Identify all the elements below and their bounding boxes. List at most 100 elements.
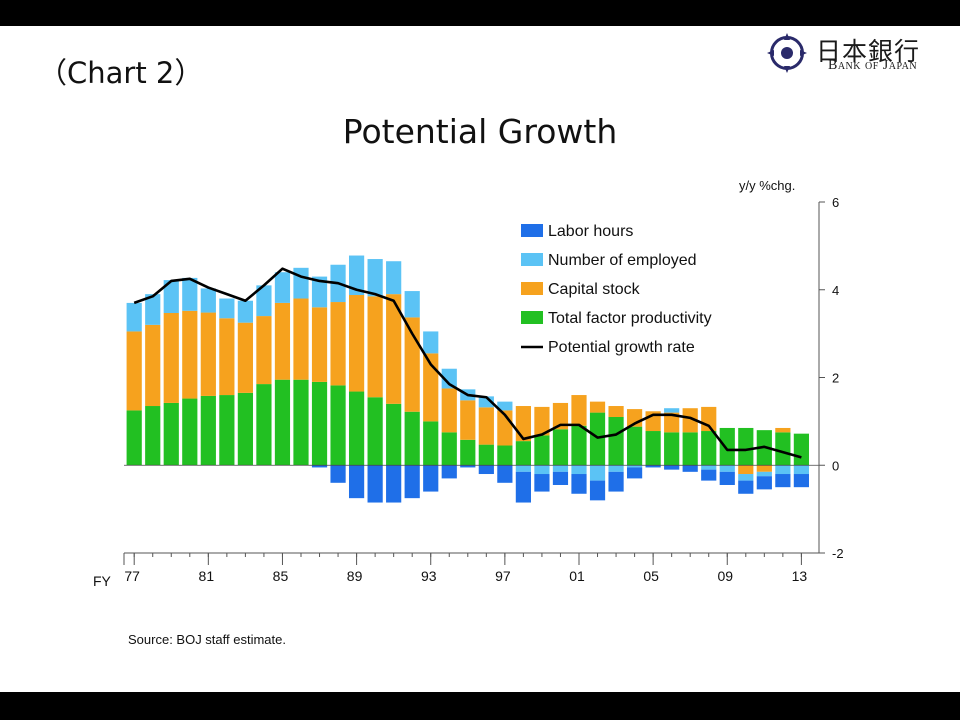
bar-capital-1990 (367, 296, 383, 398)
bar-tfp-2003 (608, 416, 624, 466)
bar-labor-1995 (460, 465, 476, 468)
bar-employed-2012 (775, 465, 791, 475)
x-tick-label: 05 (643, 568, 659, 584)
bar-labor-1994 (441, 465, 457, 479)
bar-tfp-1977 (126, 410, 142, 466)
bar-tfp-1991 (386, 403, 402, 466)
bar-capital-2000 (552, 402, 569, 430)
bar-capital-2010 (738, 465, 754, 475)
x-tick-label: 85 (273, 568, 289, 584)
x-tick-label: 97 (495, 568, 511, 584)
bar-employed-2000 (552, 465, 569, 472)
bar-labor-1997 (497, 465, 513, 483)
x-axis-label: FY (93, 573, 112, 589)
bar-tfp-1997 (497, 445, 513, 466)
legend-label: Potential growth rate (548, 339, 695, 356)
bar-capital-1988 (330, 302, 346, 386)
bar-employed-2004 (626, 465, 643, 468)
bar-capital-1979 (163, 313, 179, 403)
logo-kanji-text: 日本銀行 (816, 37, 921, 66)
bar-employed-1999 (534, 465, 550, 475)
bar-employed-1981 (200, 288, 216, 313)
bar-tfp-1995 (460, 439, 476, 466)
source-note: Source: BOJ staff estimate. (128, 632, 286, 647)
bar-labor-1990 (367, 465, 383, 503)
bar-employed-1989 (348, 255, 365, 296)
bar-employed-1996 (478, 396, 494, 408)
bar-employed-1993 (423, 331, 439, 354)
bar-tfp-2004 (626, 426, 643, 466)
bar-tfp-1994 (441, 432, 457, 466)
bar-labor-1991 (386, 465, 402, 503)
bar-capital-1986 (293, 298, 309, 380)
bar-tfp-1981 (200, 395, 216, 466)
bar-capital-1980 (182, 310, 198, 399)
bar-capital-1978 (145, 324, 161, 407)
bar-capital-2011 (756, 465, 772, 472)
logo-english-text: Bank of Japan (828, 58, 918, 73)
bar-labor-2002 (589, 480, 606, 501)
bar-employed-1985 (274, 272, 291, 303)
bar-tfp-1989 (348, 391, 365, 466)
bar-labor-2003 (608, 471, 624, 492)
bar-employed-1983 (237, 300, 253, 323)
bar-tfp-1986 (293, 379, 309, 466)
bar-labor-2006 (664, 465, 680, 470)
x-tick-label: 89 (347, 568, 363, 584)
bar-tfp-1982 (219, 395, 235, 466)
x-tick-label: 93 (421, 568, 437, 584)
bank-logo: 日本銀行 Bank of Japan (766, 32, 956, 74)
bar-employed-1980 (182, 277, 198, 311)
bar-labor-1993 (423, 465, 439, 492)
bar-employed-1982 (219, 298, 235, 319)
x-tick-label: 01 (569, 568, 585, 584)
bar-capital-2001 (571, 395, 587, 426)
y-tick-label: 4 (832, 283, 839, 298)
bar-labor-1988 (330, 465, 346, 483)
legend-swatch-labor (521, 224, 543, 237)
bar-capital-1981 (200, 312, 216, 396)
bar-labor-2007 (682, 465, 698, 472)
potential-growth-line (133, 267, 802, 459)
top-band (0, 0, 960, 26)
bar-labor-1996 (478, 465, 494, 475)
bar-tfp-1993 (423, 421, 439, 466)
bar-capital-2012 (775, 427, 791, 433)
bar-tfp-2008 (701, 431, 717, 466)
bar-tfp-1984 (256, 384, 272, 466)
bar-tfp-1983 (237, 392, 253, 466)
legend-label: Number of employed (548, 252, 697, 269)
bar-tfp-2002 (589, 412, 606, 466)
bar-labor-2004 (626, 467, 643, 479)
bar-labor-1999 (534, 474, 550, 492)
bar-tfp-2012 (775, 432, 791, 466)
bar-labor-2009 (719, 471, 735, 485)
bar-employed-2006 (664, 408, 680, 413)
bar-labor-1989 (348, 465, 365, 499)
y-tick-label: 6 (832, 195, 839, 210)
bar-capital-2006 (664, 412, 680, 433)
legend-swatch-employed (521, 253, 543, 266)
bar-capital-1996 (478, 407, 494, 445)
bar-employed-2001 (571, 465, 587, 475)
bar-labor-2012 (775, 474, 791, 488)
x-tick-label: 81 (199, 568, 215, 584)
bar-capital-2007 (682, 408, 698, 433)
bar-labor-1998 (515, 471, 531, 503)
bar-capital-1991 (386, 294, 402, 404)
bar-employed-1997 (497, 401, 513, 411)
bar-employed-2002 (589, 465, 606, 481)
bar-tfp-1990 (367, 397, 383, 466)
bar-capital-1983 (237, 322, 253, 393)
legend-label: Labor hours (548, 223, 633, 240)
bar-tfp-1988 (330, 385, 346, 466)
bar-tfp-1987 (311, 381, 328, 466)
bar-tfp-2007 (682, 432, 698, 466)
bar-capital-1977 (126, 331, 142, 411)
bar-labor-1987 (311, 465, 328, 468)
bar-capital-1989 (348, 295, 365, 392)
bar-tfp-2005 (645, 431, 661, 466)
bank-emblem-icon (767, 33, 807, 73)
y-tick-label: 2 (832, 371, 839, 386)
